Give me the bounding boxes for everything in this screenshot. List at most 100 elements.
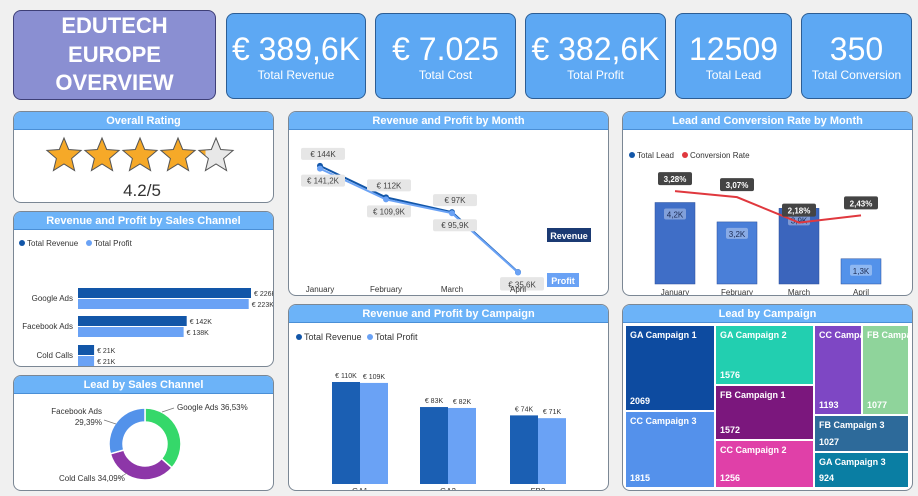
- kpi-label: Total Profit: [567, 68, 624, 82]
- data-label-bg: [850, 264, 872, 276]
- kpi-total-cost: € 7.025 Total Cost: [375, 13, 516, 99]
- series-tag-profit: Profit: [551, 276, 575, 286]
- data-label: € 71K: [543, 409, 562, 416]
- star-icon: [159, 136, 197, 172]
- lead-campaign-treemap: GA Campaign 1 2069 GA Campaign 2 1576 CC Cam…: [623, 323, 912, 490]
- treemap-cell-value: 1815: [630, 473, 651, 483]
- x-tick-label: FB2: [531, 487, 546, 490]
- lead-conversion-month-panel: Lead and Conversion Rate by Month Total …: [622, 111, 913, 296]
- data-label: € 35,6K: [508, 280, 536, 289]
- treemap-cell-name: GA Campaign 1: [630, 330, 697, 340]
- x-tick-label: January: [661, 288, 689, 295]
- rating-stars: 4.2/5: [45, 136, 235, 200]
- data-label-bg: [726, 227, 748, 239]
- data-label: € 97K: [445, 196, 467, 205]
- bar-profit: [448, 407, 476, 484]
- overall-rating-panel: Overall Rating 4.2/5: [13, 111, 274, 203]
- revenue-profit-channel-chart: Total Revenue Total Profit Google Ads € 226…: [19, 239, 273, 366]
- data-label-bg: [367, 205, 411, 218]
- treemap-cell: CC Campaign 3 1815: [625, 411, 715, 488]
- treemap-cell: CC Campaign 2 1256: [715, 440, 814, 488]
- bar-profit: [360, 382, 388, 484]
- data-label-bg: [301, 147, 345, 160]
- data-label: € 109,9K: [373, 207, 406, 216]
- conversion-line: [674, 190, 862, 224]
- leader-line: [103, 419, 117, 425]
- data-point: [515, 269, 521, 276]
- revenue-profit-month-panel: Revenue and Profit by Month € 144K € 112K…: [288, 111, 609, 296]
- data-label: 1,3K: [853, 267, 870, 276]
- treemap-cell: GA Campaign 1 2069: [625, 325, 715, 411]
- x-tick-label: April: [853, 288, 869, 295]
- data-label: € 112K: [377, 181, 402, 190]
- panel-title: Revenue and Profit by Month: [289, 112, 608, 130]
- legend-marker: [629, 152, 635, 158]
- legend-label: Total Profit: [94, 239, 133, 248]
- series-line-profit: [319, 167, 519, 274]
- revenue-profit-month-chart: € 144K€ 112K€ 97K€ 36K€ 141,2K€ 109,9K€ …: [301, 147, 591, 294]
- treemap-cell: GA Campaign 2 1576: [715, 325, 814, 385]
- data-label: € 95,9K: [441, 221, 469, 230]
- lead-channel-donut-chart: Google Ads 36,53% Facebook Ads 29,39% Cold …: [51, 403, 248, 483]
- bar-revenue: [78, 288, 251, 298]
- treemap-cell-name: CC Campaign 1: [819, 330, 861, 340]
- data-label-bg: [433, 194, 477, 207]
- treemap-cell-value: 924: [819, 473, 835, 483]
- pie-slice-facebook-ads: [108, 407, 146, 455]
- x-tick-label: March: [441, 285, 463, 294]
- lead-bar: [716, 221, 758, 285]
- dashboard-title: EDUTECH EUROPE OVERVIEW: [13, 10, 216, 100]
- data-label-bg: [720, 178, 754, 192]
- treemap-cell-name: GA Campaign 2: [720, 330, 787, 340]
- kpi-value: 12509: [689, 31, 778, 67]
- lead-bar: [840, 258, 882, 285]
- treemap-cell: GA Campaign 3 924: [814, 452, 909, 488]
- y-tick-label: Google Ads: [32, 294, 73, 303]
- panel-title: Overall Rating: [14, 112, 273, 130]
- y-tick-label: Cold Calls: [37, 351, 73, 360]
- series-tag-bg: [547, 273, 579, 287]
- data-label: 2,18%: [788, 207, 811, 216]
- bar-revenue: [510, 415, 538, 484]
- kpi-value: € 389,6K: [231, 31, 361, 67]
- treemap-cell: FB Campaign 3 1027: [814, 415, 909, 452]
- data-label: 3,07%: [726, 181, 749, 190]
- series-tag-revenue: Revenue: [550, 231, 588, 241]
- data-label: € 83K: [425, 398, 444, 405]
- panel-title: Revenue and Profit by Campaign: [289, 305, 608, 323]
- treemap-cell-name: CC Campaign 2: [720, 445, 787, 455]
- revenue-profit-campaign-panel: Revenue and Profit by Campaign Total Rev…: [288, 304, 609, 491]
- data-point: [449, 210, 455, 217]
- legend-label: Total Revenue: [304, 332, 362, 342]
- data-label: € 21K: [97, 348, 116, 355]
- slice-label: Google Ads 36,53%: [177, 403, 248, 412]
- treemap-cell-value: 2069: [630, 396, 651, 406]
- bar-profit: [538, 418, 566, 484]
- treemap-cell-name: GA Campaign 3: [819, 457, 886, 467]
- legend-marker: [367, 334, 373, 340]
- panel-title: Lead by Campaign: [623, 305, 912, 323]
- treemap-cell-name: FB Campaign 3: [819, 420, 885, 430]
- data-label: € 74K: [515, 406, 534, 413]
- data-label-bg: [782, 203, 816, 217]
- lead-conversion-month-chart: Total Lead Conversion Rate 4,2K January 3,2K…: [629, 151, 882, 295]
- data-label: 3,9K: [791, 216, 808, 225]
- kpi-value: 350: [829, 31, 884, 67]
- treemap-cell-name: FB Campaign 1: [720, 390, 786, 400]
- lead-bar: [654, 202, 696, 285]
- kpi-value: € 382,6K: [531, 31, 660, 67]
- legend-label: Total Lead: [637, 151, 674, 160]
- x-tick-label: GA1: [352, 487, 369, 490]
- star-icon: [83, 136, 121, 172]
- bar-profit: [78, 356, 95, 366]
- bar-revenue: [78, 345, 95, 355]
- rating-label: 4.2/5: [123, 181, 161, 200]
- treemap-cell-value: 1077: [867, 400, 888, 410]
- bar-revenue: [420, 407, 448, 484]
- kpi-label: Total Lead: [705, 68, 762, 82]
- panel-title: Lead by Sales Channel: [14, 376, 273, 394]
- legend-marker: [19, 240, 25, 246]
- slice-label: Facebook Ads: [51, 407, 102, 416]
- x-tick-label: March: [788, 288, 810, 295]
- treemap-cell-value: 1256: [720, 473, 741, 483]
